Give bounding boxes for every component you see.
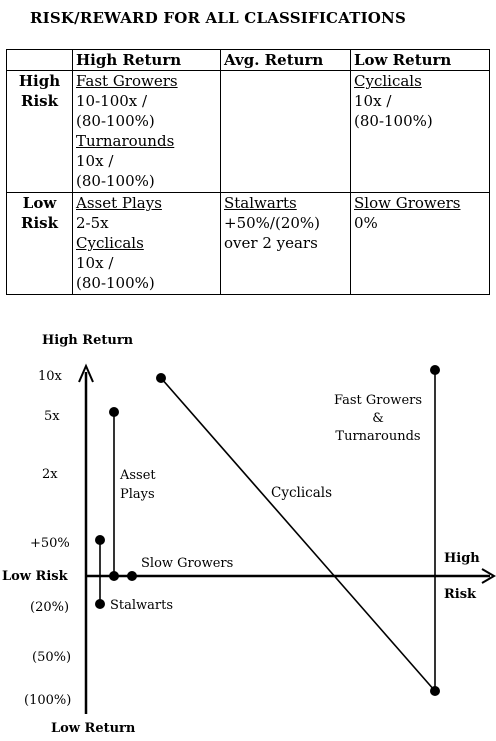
row-header-line: High	[18, 72, 61, 90]
fast-growers-high-point	[430, 365, 440, 375]
x-axis-right-label: High	[444, 551, 480, 566]
page-title: RISK/REWARD FOR ALL CLASSIFICATIONS	[30, 9, 406, 27]
cell-value: (80-100%)	[354, 112, 433, 130]
stalwarts-label: Stalwarts	[110, 598, 173, 613]
cell-low-risk-low-return: Slow Growers 0%	[350, 192, 490, 295]
row-header-line: Risk	[20, 92, 58, 110]
x-axis-right-label: Risk	[444, 587, 477, 602]
cell-value: 10x /	[76, 254, 114, 272]
cell-value: 0%	[354, 214, 378, 232]
cyclicals-label: Cyclicals	[271, 485, 332, 501]
cell-value: +50%/(20%)	[224, 214, 321, 232]
asset-plays-label: Asset	[119, 468, 156, 483]
cell-value: 10-100x /	[76, 92, 148, 110]
row-header-line: Low	[22, 194, 57, 212]
table-row-low-risk: Low Risk Asset Plays 2-5x Cyclicals 10x …	[6, 192, 490, 295]
cell-high-risk-low-return: Cyclicals 10x / (80-100%)	[350, 70, 490, 193]
asset-plays-low-point	[109, 571, 119, 581]
y-tick-label: (50%)	[32, 650, 71, 665]
y-tick-label: (100%)	[24, 693, 71, 708]
class-name-fast-growers: Fast Growers	[76, 72, 178, 90]
fast-growers-label: &	[372, 411, 384, 426]
x-axis-arrow	[481, 568, 496, 584]
y-tick-label: +50%	[30, 536, 70, 551]
cyclicals-high-point	[156, 373, 166, 383]
y-axis-top-label: High Return	[42, 333, 134, 348]
class-name-cyclicals: Cyclicals	[76, 234, 144, 252]
row-header-line: Risk	[20, 214, 58, 232]
x-axis-left-label: Low Risk	[2, 569, 69, 584]
y-tick-label: 10x	[38, 369, 63, 384]
asset-plays-label: Plays	[120, 487, 155, 502]
cell-value: (80-100%)	[76, 112, 155, 130]
y-axis-bottom-label: Low Return	[51, 721, 136, 736]
cell-low-risk-avg-return: Stalwarts +50%/(20%) over 2 years	[220, 192, 351, 295]
table-row-high-risk: High Risk Fast Growers 10-100x / (80-100…	[6, 70, 490, 193]
slow-growers-label: Slow Growers	[141, 556, 233, 571]
stalwarts-high-point	[95, 535, 105, 545]
class-name-asset-plays: Asset Plays	[76, 194, 162, 212]
fast-growers-label: Fast Growers	[334, 393, 422, 408]
y-tick-label: 5x	[44, 409, 60, 424]
class-name-turnarounds: Turnarounds	[76, 132, 175, 150]
cell-value: (80-100%)	[76, 172, 155, 190]
row-header-low-risk: Low Risk	[6, 192, 73, 295]
y-tick-label: (20%)	[30, 600, 69, 615]
cyclicals-line	[160, 377, 436, 692]
class-name-slow-growers: Slow Growers	[354, 194, 461, 212]
class-name-cyclicals: Cyclicals	[354, 72, 422, 90]
stalwarts-low-point	[95, 599, 105, 609]
turnarounds-label: Turnarounds	[335, 429, 420, 444]
class-name-stalwarts: Stalwarts	[224, 194, 297, 212]
y-axis-arrow	[78, 363, 94, 383]
slow-growers-point	[127, 571, 137, 581]
cell-value: 2-5x	[76, 214, 109, 232]
cell-value: (80-100%)	[76, 274, 155, 292]
risk-reward-table: High Return Avg. Return Low Return High …	[6, 49, 490, 295]
y-tick-label: 2x	[42, 467, 58, 482]
cell-value: 10x /	[354, 92, 392, 110]
row-header-high-risk: High Risk	[6, 70, 73, 193]
cell-high-risk-high-return: Fast Growers 10-100x / (80-100%) Turnaro…	[72, 70, 221, 193]
cell-value: over 2 years	[224, 234, 318, 252]
cell-low-risk-high-return: Asset Plays 2-5x Cyclicals 10x / (80-100…	[72, 192, 221, 295]
cell-value: 10x /	[76, 152, 114, 170]
asset-plays-high-point	[109, 407, 119, 417]
